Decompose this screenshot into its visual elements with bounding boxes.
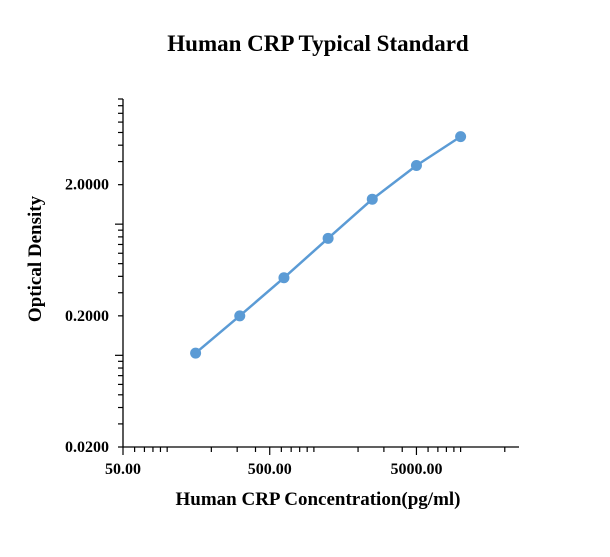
y-axis-ticks <box>115 98 123 448</box>
data-point <box>234 310 246 322</box>
x-axis-tick-labels: 50.00 500.00 5000.00 <box>105 461 442 478</box>
chart-title: Human CRP Typical Standard <box>167 31 469 56</box>
data-point <box>322 232 334 244</box>
y-axis-label: Optical Density <box>25 195 46 322</box>
data-point <box>278 272 290 284</box>
x-axis-label: Human CRP Concentration(pg/ml) <box>176 489 461 510</box>
y-tick-label: 0.2000 <box>65 308 109 325</box>
x-tick-label: 5000.00 <box>390 461 442 478</box>
chart-axes <box>122 99 519 448</box>
data-point <box>410 160 422 172</box>
x-tick-label: 500.00 <box>248 461 292 478</box>
x-tick-label: 50.00 <box>105 461 141 478</box>
series-layer <box>190 131 467 359</box>
data-point <box>190 347 202 359</box>
y-axis-tick-labels: 0.0200 0.2000 2.0000 <box>65 177 109 456</box>
x-axis-ticks <box>122 447 506 455</box>
y-tick-label: 0.0200 <box>65 439 109 456</box>
y-tick-label: 2.0000 <box>65 177 109 194</box>
data-point <box>366 193 378 205</box>
data-point <box>455 131 467 143</box>
series-line <box>194 135 462 355</box>
